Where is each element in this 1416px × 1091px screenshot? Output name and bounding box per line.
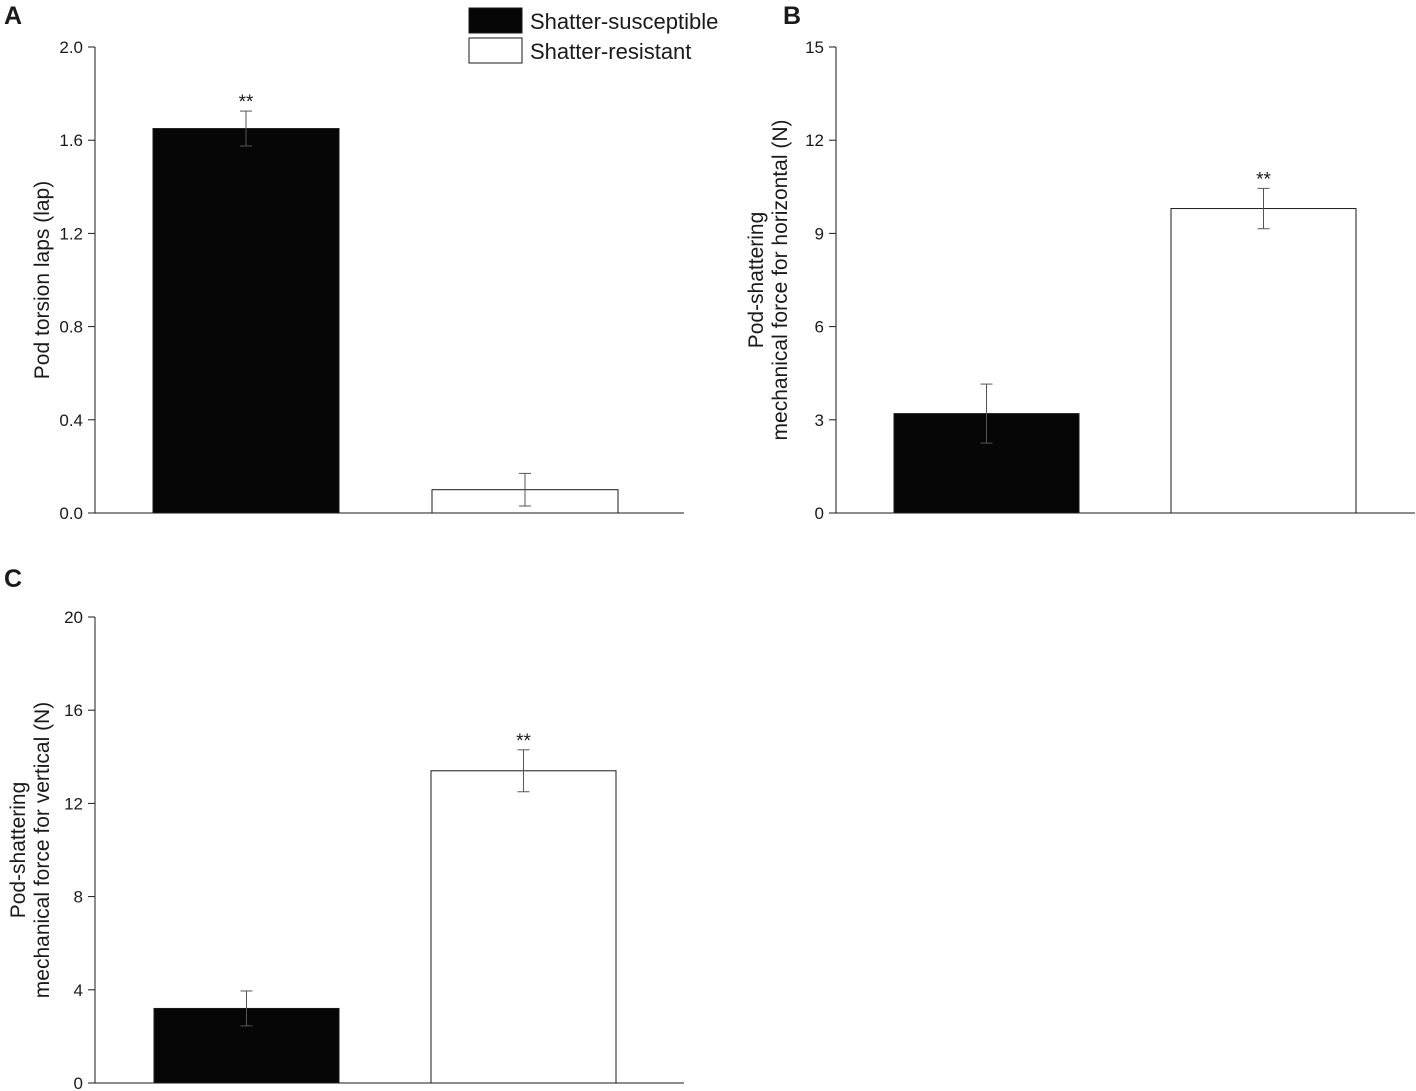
y-axis-label-line: mechanical force for vertical (N) [31,702,54,998]
legend-swatch-resistant [468,37,523,64]
y-tick-label: 0.8 [59,318,83,337]
y-tick-label: 8 [74,888,83,907]
y-tick-label: 12 [64,794,83,813]
y-tick-label: 20 [64,608,83,627]
panel-letter: C [4,565,22,593]
bar-susceptible [152,128,340,514]
bar-resistant [1170,208,1357,514]
y-axis-label: Pod torsion laps (lap) [31,181,54,379]
legend-label-susceptible: Shatter-susceptible [530,9,718,34]
legend-swatch-susceptible [468,7,523,34]
y-tick-label: 1.6 [59,131,83,150]
significance-marker: ** [516,731,531,752]
y-tick-label: 3 [815,411,824,430]
y-axis-label: Pod-shatteringmechanical force for horiz… [745,120,792,441]
y-axis-label-line: Pod-shattering [745,212,768,349]
y-axis-label-line: Pod torsion laps (lap) [31,181,54,379]
y-tick-label: 1.2 [59,224,83,243]
panel-b-chart: B 0 3 6 9 12 15 Pod-shatteringmechanical force … [745,2,1415,523]
y-axis-label: Pod-shatteringmechanical force for verti… [7,702,54,998]
y-tick-label: 2.0 [59,38,83,57]
y-axis-label-line: mechanical force for horizontal (N) [769,120,792,441]
y-tick-label: 12 [805,131,824,150]
y-tick-label: 9 [815,224,824,243]
y-tick-label: 15 [805,38,824,57]
panel-c-chart: C 0 4 8 12 16 20 Pod-shatteringmechanical force… [4,565,684,1091]
y-tick-label: 0 [815,504,824,523]
significance-marker: ** [1256,169,1271,190]
panel-a-chart: A 0.0 0.4 0.8 1.2 1.6 2.0 Pod torsion laps (lap… [4,2,684,523]
y-tick-label: 0 [74,1074,83,1091]
y-tick-label: 16 [64,701,83,720]
legend-label-resistant: Shatter-resistant [530,39,691,64]
y-tick-label: 0.4 [59,411,83,430]
bar-resistant [430,770,617,1084]
significance-marker: ** [239,92,254,113]
y-tick-label: 0.0 [59,504,83,523]
y-tick-label: 6 [815,318,824,337]
legend: Shatter-susceptible Shatter-resistant [468,7,718,64]
panel-letter: A [4,2,22,30]
y-tick-label: 4 [74,981,83,1000]
panel-letter: B [783,2,801,30]
y-axis-label-line: Pod-shattering [7,782,30,919]
